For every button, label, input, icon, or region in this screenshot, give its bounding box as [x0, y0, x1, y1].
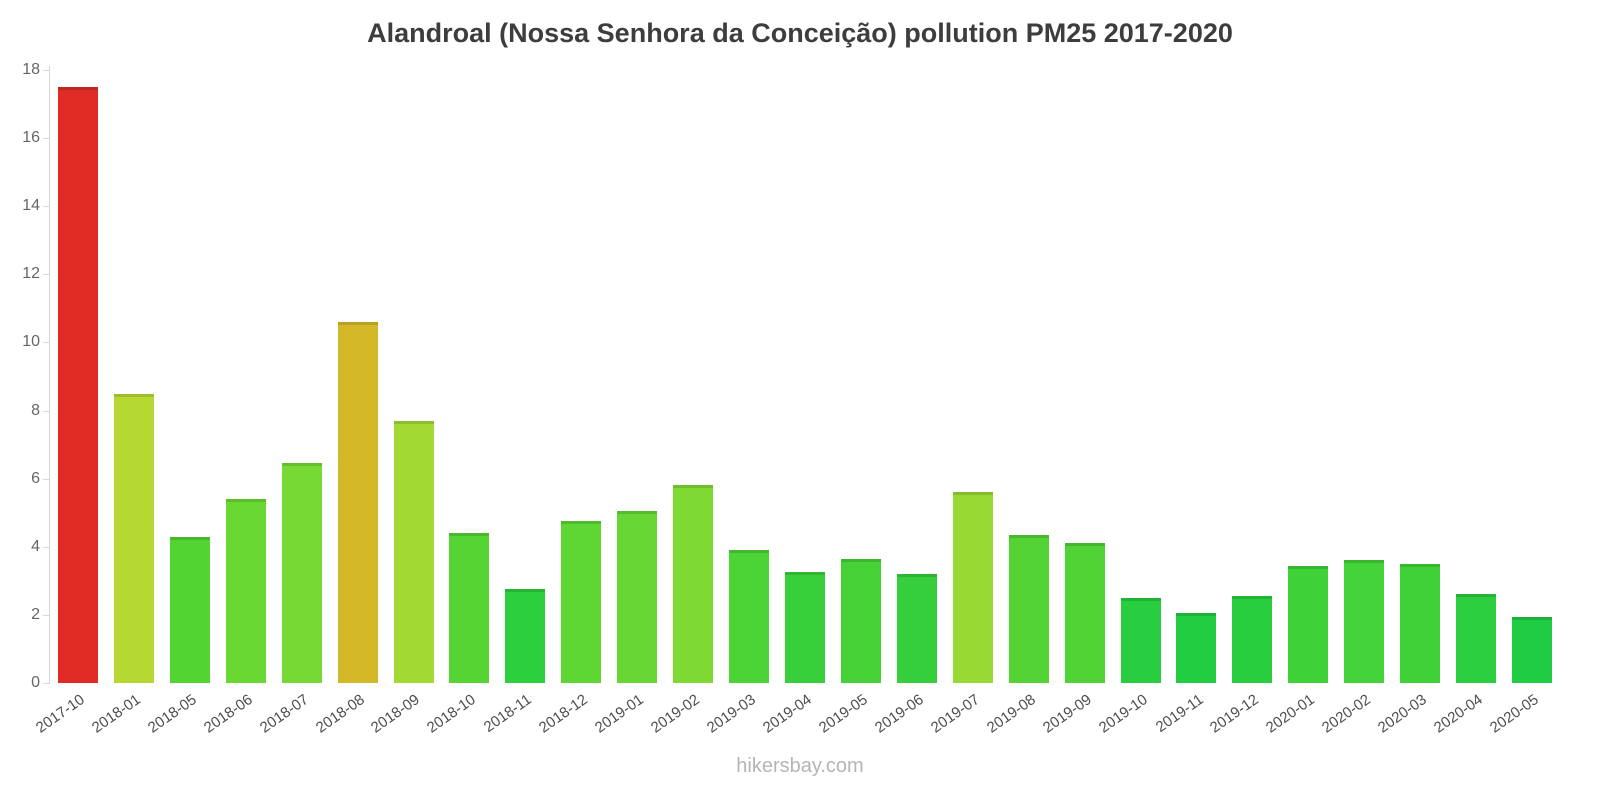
- x-axis-label: 2019-02: [648, 691, 703, 737]
- bar-2020-04: [1456, 594, 1497, 683]
- x-axis-label: 2020-04: [1431, 691, 1486, 737]
- x-axis-label: 2020-02: [1319, 691, 1375, 737]
- y-axis-label: 10: [22, 333, 40, 351]
- x-axis-label: 2019-11: [1152, 691, 1207, 736]
- bar-2018-09: [393, 420, 434, 683]
- x-axis-label: 2018-12: [536, 691, 592, 737]
- bar-2018-08: [337, 322, 378, 683]
- x-axis-label: 2019-03: [703, 691, 759, 737]
- x-axis-label: 2018-08: [312, 691, 368, 737]
- bar-2019-02: [673, 485, 714, 683]
- x-axis-label: 2019-01: [592, 691, 647, 737]
- y-axis-label: 4: [31, 537, 40, 555]
- x-axis-label: 2018-11: [481, 691, 536, 736]
- x-axis-label: 2018-10: [424, 691, 480, 737]
- y-axis-tick: [43, 206, 50, 208]
- bar-2019-08: [1008, 534, 1049, 683]
- bar-2018-01: [113, 393, 154, 683]
- y-axis-label: 2: [31, 605, 40, 623]
- bar-2019-07: [952, 492, 993, 683]
- y-axis-tick: [43, 410, 50, 412]
- bar-2018-12: [561, 521, 602, 683]
- y-axis-label: 12: [22, 265, 40, 283]
- y-axis-tick: [43, 614, 50, 616]
- chart-title: Alandroal (Nossa Senhora da Conceição) p…: [367, 18, 1233, 48]
- x-axis-label: 2019-05: [815, 691, 871, 737]
- y-axis-line: [49, 66, 50, 683]
- x-axis-label: 2017-10: [32, 691, 88, 737]
- bars: [50, 70, 1560, 683]
- y-axis-tick: [43, 546, 50, 548]
- y-axis-ticks: [43, 70, 50, 684]
- bar-2019-11: [1176, 613, 1217, 683]
- y-axis-tick: [43, 342, 50, 344]
- y-axis-tick: [43, 683, 50, 684]
- watermark: hikersbay.com: [736, 755, 864, 777]
- bar-2018-07: [281, 463, 322, 683]
- x-axis-label: 2019-07: [927, 691, 983, 737]
- y-axis-tick: [43, 138, 50, 140]
- bar-2019-03: [729, 550, 770, 683]
- x-axis-label: 2019-09: [1039, 691, 1095, 737]
- bar-2019-05: [840, 558, 881, 683]
- bar-2019-06: [896, 574, 937, 683]
- y-axis-tick: [43, 478, 50, 480]
- y-axis-label: 8: [31, 401, 40, 419]
- bar-2020-01: [1288, 565, 1329, 683]
- x-axis-label: 2019-06: [871, 691, 927, 737]
- bar-2019-10: [1120, 597, 1161, 683]
- bar-2020-05: [1512, 616, 1553, 683]
- x-axis-label: 2019-12: [1207, 691, 1263, 737]
- x-axis-label: 2018-05: [144, 691, 200, 737]
- x-axis-label: 2019-08: [983, 691, 1039, 737]
- x-axis-label: 2020-03: [1375, 691, 1430, 737]
- y-axis-labels: 0 2 4 6 8 10 12 14 16 18: [0, 61, 40, 691]
- bar-2020-02: [1344, 560, 1385, 683]
- bar-2018-11: [505, 589, 546, 683]
- x-axis-label: 2020-05: [1486, 691, 1542, 737]
- y-axis-label: 16: [22, 129, 40, 147]
- bar-2018-06: [225, 499, 266, 683]
- y-axis-label: 6: [31, 469, 40, 487]
- x-axis-label: 2019-04: [759, 691, 815, 737]
- bar-2019-12: [1232, 596, 1273, 683]
- bar-2019-01: [617, 511, 658, 683]
- y-axis-label: 18: [22, 61, 40, 78]
- y-axis-tick: [43, 274, 50, 276]
- bar-2018-10: [449, 533, 490, 683]
- x-axis-label: 2018-01: [88, 691, 144, 737]
- x-axis-label: 2019-10: [1095, 691, 1151, 737]
- y-axis-label: 14: [22, 197, 40, 215]
- x-axis-label: 2018-09: [368, 691, 424, 737]
- x-axis-label: 2020-01: [1263, 691, 1319, 737]
- bar-2019-09: [1064, 543, 1105, 683]
- bar-2018-05: [169, 536, 210, 683]
- y-axis-label: 0: [31, 674, 40, 691]
- x-axis-label: 2018-07: [256, 691, 312, 737]
- bar-2017-10: [57, 87, 98, 683]
- bar-2019-04: [785, 572, 825, 683]
- bar-2020-03: [1400, 563, 1441, 683]
- x-axis-labels: 2017-10 2018-01 2018-05 2018-06 2018-07 2018-…: [33, 691, 1560, 761]
- x-axis-label: 2018-06: [200, 691, 256, 737]
- y-axis-tick: [43, 70, 50, 71]
